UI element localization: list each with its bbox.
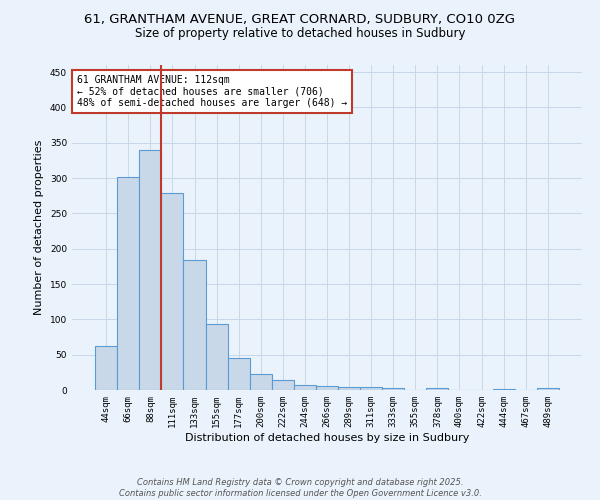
Y-axis label: Number of detached properties: Number of detached properties xyxy=(34,140,44,315)
Text: Contains HM Land Registry data © Crown copyright and database right 2025.
Contai: Contains HM Land Registry data © Crown c… xyxy=(119,478,481,498)
Bar xyxy=(95,346,117,390)
X-axis label: Distribution of detached houses by size in Sudbury: Distribution of detached houses by size … xyxy=(185,432,469,442)
Bar xyxy=(117,178,139,390)
Bar xyxy=(382,388,404,390)
Bar xyxy=(227,358,250,390)
Bar xyxy=(338,387,360,390)
Bar xyxy=(427,388,448,390)
Bar xyxy=(294,385,316,390)
Bar xyxy=(139,150,161,390)
Bar xyxy=(250,374,272,390)
Bar xyxy=(316,386,338,390)
Text: 61 GRANTHAM AVENUE: 112sqm
← 52% of detached houses are smaller (706)
48% of sem: 61 GRANTHAM AVENUE: 112sqm ← 52% of deta… xyxy=(77,74,347,108)
Text: Size of property relative to detached houses in Sudbury: Size of property relative to detached ho… xyxy=(135,28,465,40)
Bar xyxy=(537,388,559,390)
Bar xyxy=(206,324,227,390)
Bar xyxy=(493,388,515,390)
Bar xyxy=(161,193,184,390)
Bar xyxy=(184,260,206,390)
Bar xyxy=(360,387,382,390)
Text: 61, GRANTHAM AVENUE, GREAT CORNARD, SUDBURY, CO10 0ZG: 61, GRANTHAM AVENUE, GREAT CORNARD, SUDB… xyxy=(85,12,515,26)
Bar xyxy=(272,380,294,390)
